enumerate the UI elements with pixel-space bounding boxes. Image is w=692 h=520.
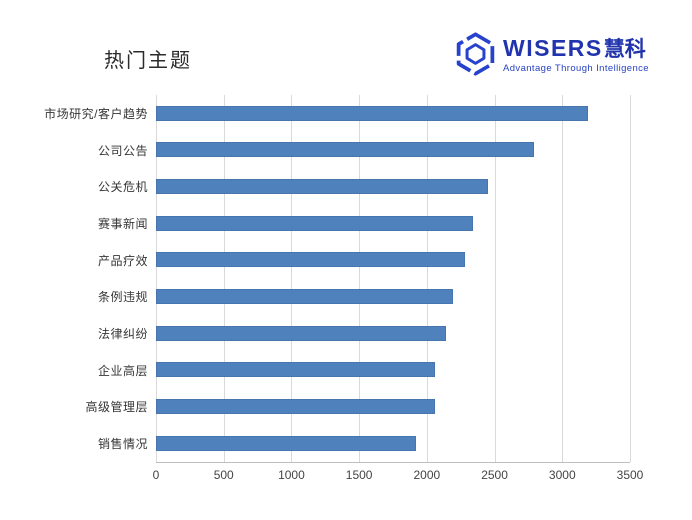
x-tick-label: 2000 [413,468,441,482]
category-label: 赛事新闻 [97,216,148,231]
bar-row [156,205,630,242]
bar [156,142,534,158]
wisers-hexagon-icon [456,32,495,76]
x-tick-label: 2500 [481,468,508,482]
logo-brand-en: WISERS [503,35,603,61]
logo-tagline: Advantage Through Intelligence [503,63,649,74]
bar-row [156,132,630,169]
bar-row [156,315,630,352]
x-axis: 0 500 1000 1500 2000 2500 3000 3500 [153,468,644,486]
category-label: 公司公告 [97,143,148,158]
bar [156,215,473,231]
bar-row [156,279,630,316]
x-tick-label: 3000 [548,468,576,482]
bar-row [156,352,630,389]
category-label: 高级管理层 [85,400,148,415]
bar [156,178,488,194]
bar-row [156,389,630,426]
category-label: 销售情况 [97,437,148,452]
chart-title: 热门主题 [104,50,192,72]
category-label: 公关危机 [97,180,148,195]
wisers-logo: WISERS 慧科 Advantage Through Intelligence [453,31,665,79]
gridline [359,95,361,462]
bar [156,105,589,121]
x-tick-label: 3500 [616,468,644,482]
gridline [426,95,428,462]
logo-brand-cjk: 慧科 [603,38,646,61]
bar [156,362,435,378]
x-tick-label: 1500 [345,468,373,482]
category-label: 条例违规 [97,290,148,305]
gridline [223,95,225,462]
gridline [156,95,157,462]
bar-chart: 市场研究/客户趋势公司公告公关危机赛事新闻产品疗效条例违规法律纠纷企业高层高级管… [0,88,692,498]
x-tick-label: 0 [152,468,160,482]
bar [156,252,465,268]
bar-row [156,168,630,205]
bar-row [156,242,630,279]
category-label: 市场研究/客户趋势 [44,106,148,121]
category-label: 产品疗效 [97,253,148,268]
bar-row [156,95,630,132]
bar [156,325,446,341]
category-label: 企业高层 [97,363,148,378]
gridline [562,95,564,462]
bar [156,289,453,304]
gridline [291,95,293,462]
bar [156,435,417,451]
gridline [630,95,631,462]
bar [156,399,435,415]
bar-row [156,425,630,462]
logo-brand-line: WISERS 慧科 [503,35,649,61]
x-tick-label: 1000 [278,468,305,482]
category-label: 法律纠纷 [97,327,148,342]
x-tick-label: 500 [213,468,234,482]
plot-area [156,95,631,463]
gridline [494,95,496,462]
category-axis: 市场研究/客户趋势公司公告公关危机赛事新闻产品疗效条例违规法律纠纷企业高层高级管… [0,95,148,462]
logo-text: WISERS 慧科 Advantage Through Intelligence [503,31,649,75]
